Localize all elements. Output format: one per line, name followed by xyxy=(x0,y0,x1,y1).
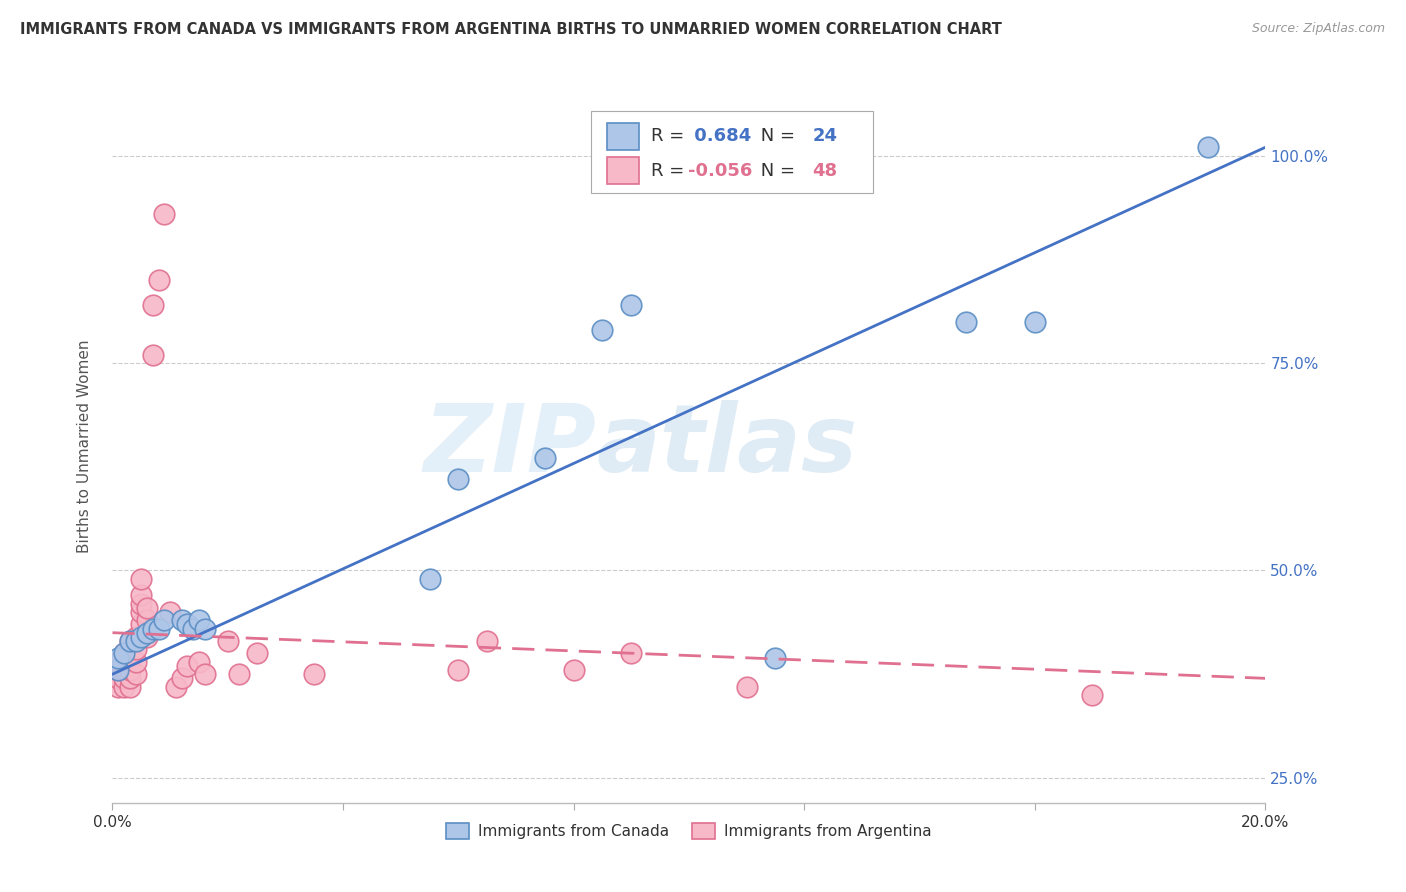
Point xyxy=(107,663,129,677)
Point xyxy=(118,634,141,648)
Point xyxy=(107,655,129,669)
Point xyxy=(118,671,141,685)
Text: Source: ZipAtlas.com: Source: ZipAtlas.com xyxy=(1251,22,1385,36)
Y-axis label: Births to Unmarried Women: Births to Unmarried Women xyxy=(77,339,91,553)
Point xyxy=(124,667,146,681)
Point xyxy=(124,642,146,657)
Text: ZIP: ZIP xyxy=(423,400,596,492)
Point xyxy=(124,634,146,648)
Point xyxy=(1081,688,1104,702)
Text: -0.056: -0.056 xyxy=(688,161,752,179)
Point xyxy=(475,634,499,648)
Point xyxy=(112,671,135,685)
Point xyxy=(129,630,153,644)
Point xyxy=(124,630,146,644)
Point xyxy=(228,667,250,681)
Point xyxy=(765,650,787,665)
Point xyxy=(176,659,198,673)
Point xyxy=(118,663,141,677)
Point xyxy=(562,663,585,677)
Point xyxy=(955,314,977,328)
Point xyxy=(129,597,153,611)
Point xyxy=(274,833,297,847)
Point xyxy=(165,680,187,694)
Point xyxy=(129,588,153,602)
Point xyxy=(534,451,557,466)
Point xyxy=(118,680,141,694)
Point xyxy=(129,617,153,632)
Point xyxy=(107,680,129,694)
Text: atlas: atlas xyxy=(596,400,858,492)
Point xyxy=(107,671,129,685)
Point xyxy=(112,647,135,661)
Point xyxy=(620,647,643,661)
Point xyxy=(170,613,193,627)
FancyBboxPatch shape xyxy=(607,123,640,150)
Point xyxy=(148,273,170,287)
Point xyxy=(142,622,165,636)
Point xyxy=(136,600,159,615)
Point xyxy=(153,207,176,221)
Point xyxy=(620,298,643,312)
Text: R =: R = xyxy=(651,161,690,179)
Point xyxy=(136,613,159,627)
Text: 48: 48 xyxy=(813,161,838,179)
Point xyxy=(136,630,159,644)
Point xyxy=(153,613,176,627)
Point xyxy=(1024,314,1046,328)
Text: 0.684: 0.684 xyxy=(688,128,751,145)
Point xyxy=(735,680,758,694)
Point xyxy=(447,663,470,677)
Legend: Immigrants from Canada, Immigrants from Argentina: Immigrants from Canada, Immigrants from … xyxy=(440,817,938,845)
Point xyxy=(112,663,135,677)
Point xyxy=(118,650,141,665)
Point xyxy=(181,622,204,636)
Point xyxy=(124,655,146,669)
Point xyxy=(112,680,135,694)
Point xyxy=(176,617,198,632)
Point xyxy=(148,622,170,636)
Point xyxy=(188,655,211,669)
Text: N =: N = xyxy=(755,128,800,145)
Text: IMMIGRANTS FROM CANADA VS IMMIGRANTS FROM ARGENTINA BIRTHS TO UNMARRIED WOMEN CO: IMMIGRANTS FROM CANADA VS IMMIGRANTS FRO… xyxy=(20,22,1001,37)
Point xyxy=(304,667,326,681)
FancyBboxPatch shape xyxy=(591,111,873,193)
FancyBboxPatch shape xyxy=(607,157,640,184)
Point xyxy=(159,605,181,619)
Point xyxy=(447,472,470,486)
Text: N =: N = xyxy=(755,161,800,179)
Point xyxy=(188,613,211,627)
Point xyxy=(129,572,153,586)
Point xyxy=(170,671,193,685)
Point xyxy=(142,298,165,312)
Point xyxy=(112,647,135,661)
Text: R =: R = xyxy=(651,128,690,145)
Point xyxy=(194,667,217,681)
Point xyxy=(118,642,141,657)
Point xyxy=(419,572,441,586)
Point xyxy=(112,655,135,669)
Point xyxy=(142,348,165,362)
Point xyxy=(592,323,614,337)
Point xyxy=(129,605,153,619)
Point xyxy=(1197,140,1219,154)
Point xyxy=(118,634,141,648)
Point xyxy=(107,650,129,665)
Text: 24: 24 xyxy=(813,128,838,145)
Point xyxy=(136,625,159,640)
Point xyxy=(246,647,269,661)
Point xyxy=(194,622,217,636)
Point xyxy=(217,634,239,648)
Point xyxy=(107,663,129,677)
